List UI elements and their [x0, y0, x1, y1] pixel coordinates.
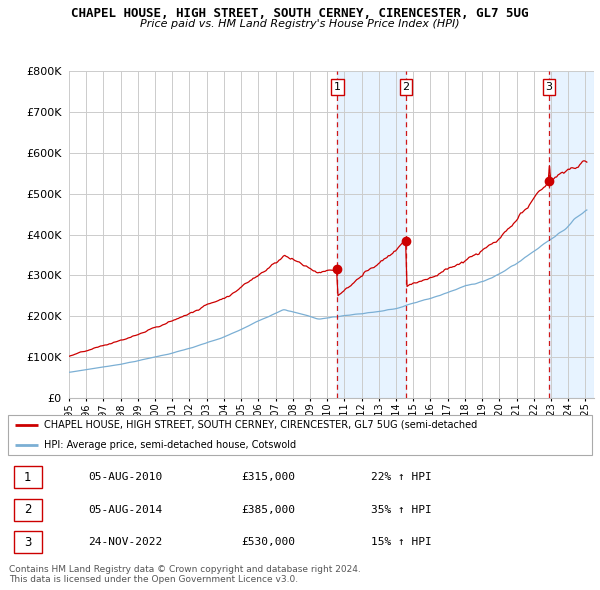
- FancyBboxPatch shape: [14, 531, 42, 553]
- Text: CHAPEL HOUSE, HIGH STREET, SOUTH CERNEY, CIRENCESTER, GL7 5UG: CHAPEL HOUSE, HIGH STREET, SOUTH CERNEY,…: [71, 7, 529, 20]
- FancyBboxPatch shape: [14, 466, 42, 489]
- Text: 1: 1: [334, 82, 341, 92]
- Text: 35% ↑ HPI: 35% ↑ HPI: [371, 505, 431, 514]
- Bar: [549, 71, 594, 398]
- Text: CHAPEL HOUSE, HIGH STREET, SOUTH CERNEY, CIRENCESTER, GL7 5UG (semi-detached: CHAPEL HOUSE, HIGH STREET, SOUTH CERNEY,…: [44, 420, 478, 430]
- FancyBboxPatch shape: [8, 415, 592, 455]
- Text: 15% ↑ HPI: 15% ↑ HPI: [371, 537, 431, 548]
- Text: 2: 2: [24, 503, 32, 516]
- Text: 2: 2: [403, 82, 410, 92]
- Text: 3: 3: [545, 82, 553, 92]
- Text: 1: 1: [24, 471, 32, 484]
- Text: £530,000: £530,000: [241, 537, 295, 548]
- Text: This data is licensed under the Open Government Licence v3.0.: This data is licensed under the Open Gov…: [9, 575, 298, 584]
- Text: 22% ↑ HPI: 22% ↑ HPI: [371, 472, 431, 482]
- Text: 05-AUG-2014: 05-AUG-2014: [88, 505, 163, 514]
- Text: 24-NOV-2022: 24-NOV-2022: [88, 537, 163, 548]
- Bar: [337, 71, 406, 398]
- Text: Contains HM Land Registry data © Crown copyright and database right 2024.: Contains HM Land Registry data © Crown c…: [9, 565, 361, 573]
- Text: 3: 3: [24, 536, 31, 549]
- Text: £385,000: £385,000: [241, 505, 295, 514]
- Text: £315,000: £315,000: [241, 472, 295, 482]
- Text: Price paid vs. HM Land Registry's House Price Index (HPI): Price paid vs. HM Land Registry's House …: [140, 19, 460, 29]
- FancyBboxPatch shape: [14, 499, 42, 521]
- Text: HPI: Average price, semi-detached house, Cotswold: HPI: Average price, semi-detached house,…: [44, 440, 296, 450]
- Text: 05-AUG-2010: 05-AUG-2010: [88, 472, 163, 482]
